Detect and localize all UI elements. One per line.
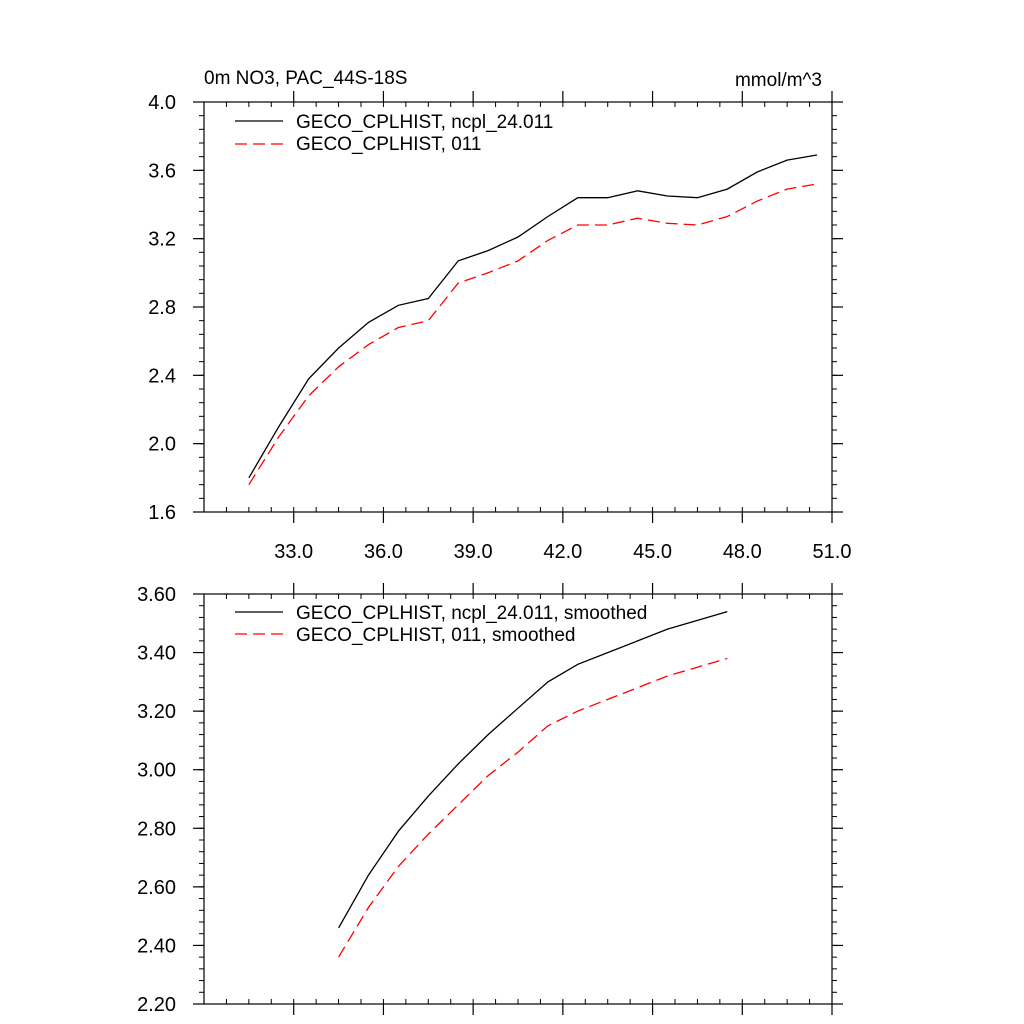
y-tick-label: 2.60 [137,877,176,899]
x-tick-label: 48.0 [723,541,762,563]
y-tick-label: 3.60 [137,584,176,606]
legend-label: GECO_CPLHIST, 011, smoothed [296,625,576,646]
legend-label: GECO_CPLHIST, 011 [296,134,482,155]
y-tick-label: 3.00 [137,760,176,782]
y-tick-label: 4.0 [148,92,176,114]
y-tick-label: 3.2 [148,229,176,251]
y-tick-label: 2.0 [148,434,176,456]
y-tick-label: 2.40 [137,935,176,957]
chart-title: 0m NO3, PAC_44S-18S [204,68,407,89]
y-tick-label: 3.6 [148,160,176,182]
series-line [248,183,818,486]
y-tick-label: 2.20 [137,994,176,1016]
y-tick-label: 3.20 [137,701,176,723]
series-line [338,610,728,929]
x-tick-label: 33.0 [274,541,313,563]
legend: GECO_CPLHIST, ncpl_24.011 GECO_CPLHIST, … [235,112,553,155]
x-tick-label: 51.0 [813,541,852,563]
x-tick-label: 42.0 [543,541,582,563]
top-line-panel: 0m NO3, PAC_44S-18S mmol/m^3 GECO_CPLHIS… [148,68,851,563]
y-tick-label: 2.80 [137,818,176,840]
y-tick-label: 2.8 [148,297,176,319]
legend-label: GECO_CPLHIST, ncpl_24.011, smoothed [296,603,647,624]
axes: 2.20 2.40 2.60 2.80 3.00 3.20 3.40 3.60 [137,583,843,1016]
y-tick-label: 3.40 [137,643,176,665]
bottom-line-panel: GECO_CPLHIST, ncpl_24.011, smoothed GECO… [137,583,843,1016]
legend: GECO_CPLHIST, ncpl_24.011, smoothed GECO… [235,603,647,646]
y-tick-label: 2.4 [148,365,176,387]
x-tick-label: 39.0 [454,541,493,563]
x-tick-label: 36.0 [364,541,403,563]
x-tick-label: 45.0 [633,541,672,563]
y-tick-label: 1.6 [148,502,176,524]
units-label: mmol/m^3 [735,70,822,91]
legend-label: GECO_CPLHIST, ncpl_24.011 [296,112,553,133]
series-line [338,657,728,958]
axes: 33.0 36.0 39.0 42.0 45.0 48.0 51.0 1.6 2.0 2.4 2.8… [148,91,851,563]
series-line [248,154,818,479]
